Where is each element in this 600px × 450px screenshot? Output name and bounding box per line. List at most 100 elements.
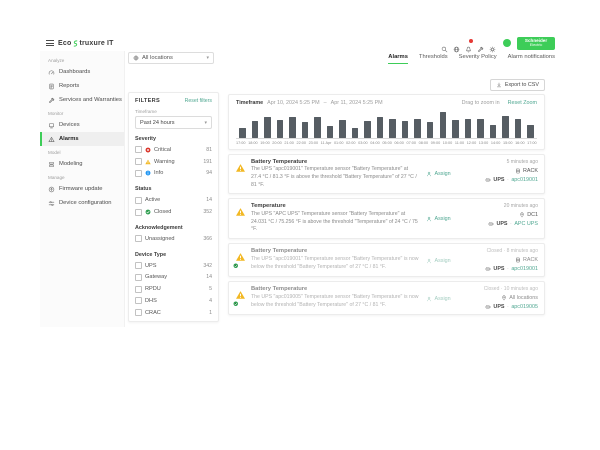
checkbox[interactable]	[135, 235, 142, 243]
checkbox[interactable]	[135, 273, 142, 281]
histogram-bar	[527, 125, 534, 138]
device-link[interactable]: apc019001	[511, 266, 538, 273]
sidebar: Analyze Dashboards Reports Services and War…	[40, 51, 125, 327]
alarm-device: UPS · APC UPS	[488, 221, 538, 227]
export-csv-button[interactable]: Export to CSV	[489, 79, 545, 91]
tab-severity-policy[interactable]: Severity Policy	[458, 54, 497, 60]
filter-option-count: 352	[203, 209, 212, 216]
globe-icon[interactable]	[453, 40, 460, 52]
filter-option-critical: Critical 81	[135, 144, 212, 156]
user-avatar[interactable]	[503, 39, 511, 47]
top-bar: Eco truxure IT Schneider Electric	[40, 35, 557, 52]
rack-icon	[515, 257, 521, 263]
alarm-histogram[interactable]	[236, 110, 537, 139]
alarm-location[interactable]: RACK	[515, 257, 538, 263]
device-link[interactable]: apc019005	[511, 304, 538, 311]
histogram-bar	[339, 119, 346, 138]
filter-option-warning: Warning 191	[135, 156, 212, 168]
pin-icon	[519, 212, 525, 218]
bell-icon[interactable]	[465, 37, 474, 52]
filter-option-label: RPDU	[145, 286, 161, 293]
reset-filters-link[interactable]: Reset filters	[184, 98, 212, 104]
location-selector[interactable]: All locations ▾	[128, 52, 214, 64]
search-icon[interactable]	[441, 40, 448, 52]
sidebar-item-dashboards[interactable]: Dashboards	[40, 65, 124, 79]
logo-it: IT	[106, 39, 114, 47]
histogram-bar	[264, 117, 271, 138]
tab-thresholds[interactable]: Thresholds	[418, 54, 448, 60]
sidebar-item-label: Modeling	[59, 161, 83, 167]
histogram-axis-ticks: 17:00 18:00 19:00 20:00 21:00 22:00 23:00 11 Ap…	[236, 141, 537, 145]
assign-label: Assign	[434, 295, 451, 302]
config-icon	[48, 200, 55, 207]
assign-button[interactable]: Assign	[426, 160, 451, 190]
histogram-bar	[301, 122, 309, 138]
axis-tick-label: 03:00	[358, 140, 368, 145]
histogram-bar	[414, 118, 421, 138]
download-icon	[496, 82, 502, 88]
chevron-down-icon: ▾	[206, 55, 209, 61]
closed-check-icon	[233, 256, 239, 269]
axis-tick-label: 04:00	[370, 140, 380, 145]
sidebar-item-services-and-warranties[interactable]: Services and Warranties	[40, 93, 124, 107]
closed-icon	[145, 209, 151, 215]
filter-option-label: Info	[154, 170, 164, 177]
assign-button[interactable]: Assign	[426, 249, 451, 272]
axis-tick-label: 14:00	[490, 140, 501, 145]
axis-tick-label: 05:00	[382, 140, 392, 145]
alarm-icon	[48, 136, 55, 143]
alarm-row: Battery Temperature The UPS "apc019001" T…	[228, 153, 545, 195]
alarm-location-label: RACK	[523, 257, 538, 264]
checkbox[interactable]	[135, 309, 142, 317]
histogram-bar	[439, 112, 446, 138]
menu-icon[interactable]	[46, 40, 54, 46]
services-icon	[48, 97, 55, 104]
device-icon	[48, 122, 55, 129]
assign-button[interactable]: Assign	[426, 204, 451, 234]
alarm-location[interactable]: All locations	[501, 295, 538, 301]
sidebar-section-title: Analyze	[48, 58, 65, 63]
axis-tick-label: 20:00	[272, 140, 282, 145]
checkbox[interactable]	[135, 297, 142, 305]
axis-tick-label: 23:00	[308, 140, 319, 145]
checkbox[interactable]	[135, 169, 142, 177]
filter-option-label: Gateway	[145, 274, 168, 281]
device-link[interactable]: apc019001	[511, 176, 538, 183]
device-link[interactable]: APC UPS	[514, 221, 538, 228]
checkbox[interactable]	[135, 146, 142, 154]
tab-alarms[interactable]: Alarms	[388, 54, 408, 64]
axis-tick-label: 01:00	[333, 140, 344, 145]
filter-group-title: Severity	[135, 136, 156, 142]
checkbox[interactable]	[135, 196, 142, 204]
modeling-icon	[48, 161, 55, 168]
sidebar-item-modeling[interactable]: Modeling	[40, 157, 124, 171]
filter-option-crac: CRAC 1	[135, 307, 212, 319]
alarm-location-label: All locations	[509, 295, 538, 302]
sidebar-item-label: Dashboards	[59, 69, 91, 75]
alarm-device: UPS · apc019005	[485, 304, 538, 310]
checkbox[interactable]	[135, 285, 142, 293]
tab-alarm-notifications[interactable]: Alarm notifications	[507, 54, 555, 60]
sidebar-item-reports[interactable]: Reports	[40, 79, 124, 93]
checkbox[interactable]	[135, 158, 142, 166]
checkbox[interactable]	[135, 208, 142, 216]
sidebar-item-device-configuration[interactable]: Device configuration	[40, 196, 124, 210]
alarm-location[interactable]: RACK	[515, 168, 538, 174]
timeframe-select[interactable]: Past 24 hours ▾	[135, 116, 212, 129]
assign-button[interactable]: Assign	[426, 287, 451, 310]
histogram-bar	[401, 121, 409, 138]
sidebar-item-firmware-update[interactable]: Firmware update	[40, 182, 124, 196]
gear-icon[interactable]	[489, 40, 496, 52]
warning-icon	[233, 287, 246, 307]
warning-icon	[235, 160, 246, 172]
checkbox[interactable]	[135, 262, 142, 270]
timeframe-start: Apr 10, 2024 5:25 PM	[267, 100, 320, 106]
reset-zoom-link[interactable]: Reset Zoom	[507, 100, 537, 106]
sidebar-item-label: Firmware update	[59, 186, 103, 192]
alarm-device: UPS · apc019001	[485, 177, 538, 183]
alarm-description: The UPS "apc019001" Temperature sensor "…	[251, 255, 419, 270]
alarm-location[interactable]: DC1	[519, 212, 538, 218]
sidebar-item-devices[interactable]: Devices	[40, 118, 124, 132]
wrench-icon[interactable]	[477, 40, 484, 52]
sidebar-item-alarms[interactable]: Alarms	[40, 132, 124, 146]
